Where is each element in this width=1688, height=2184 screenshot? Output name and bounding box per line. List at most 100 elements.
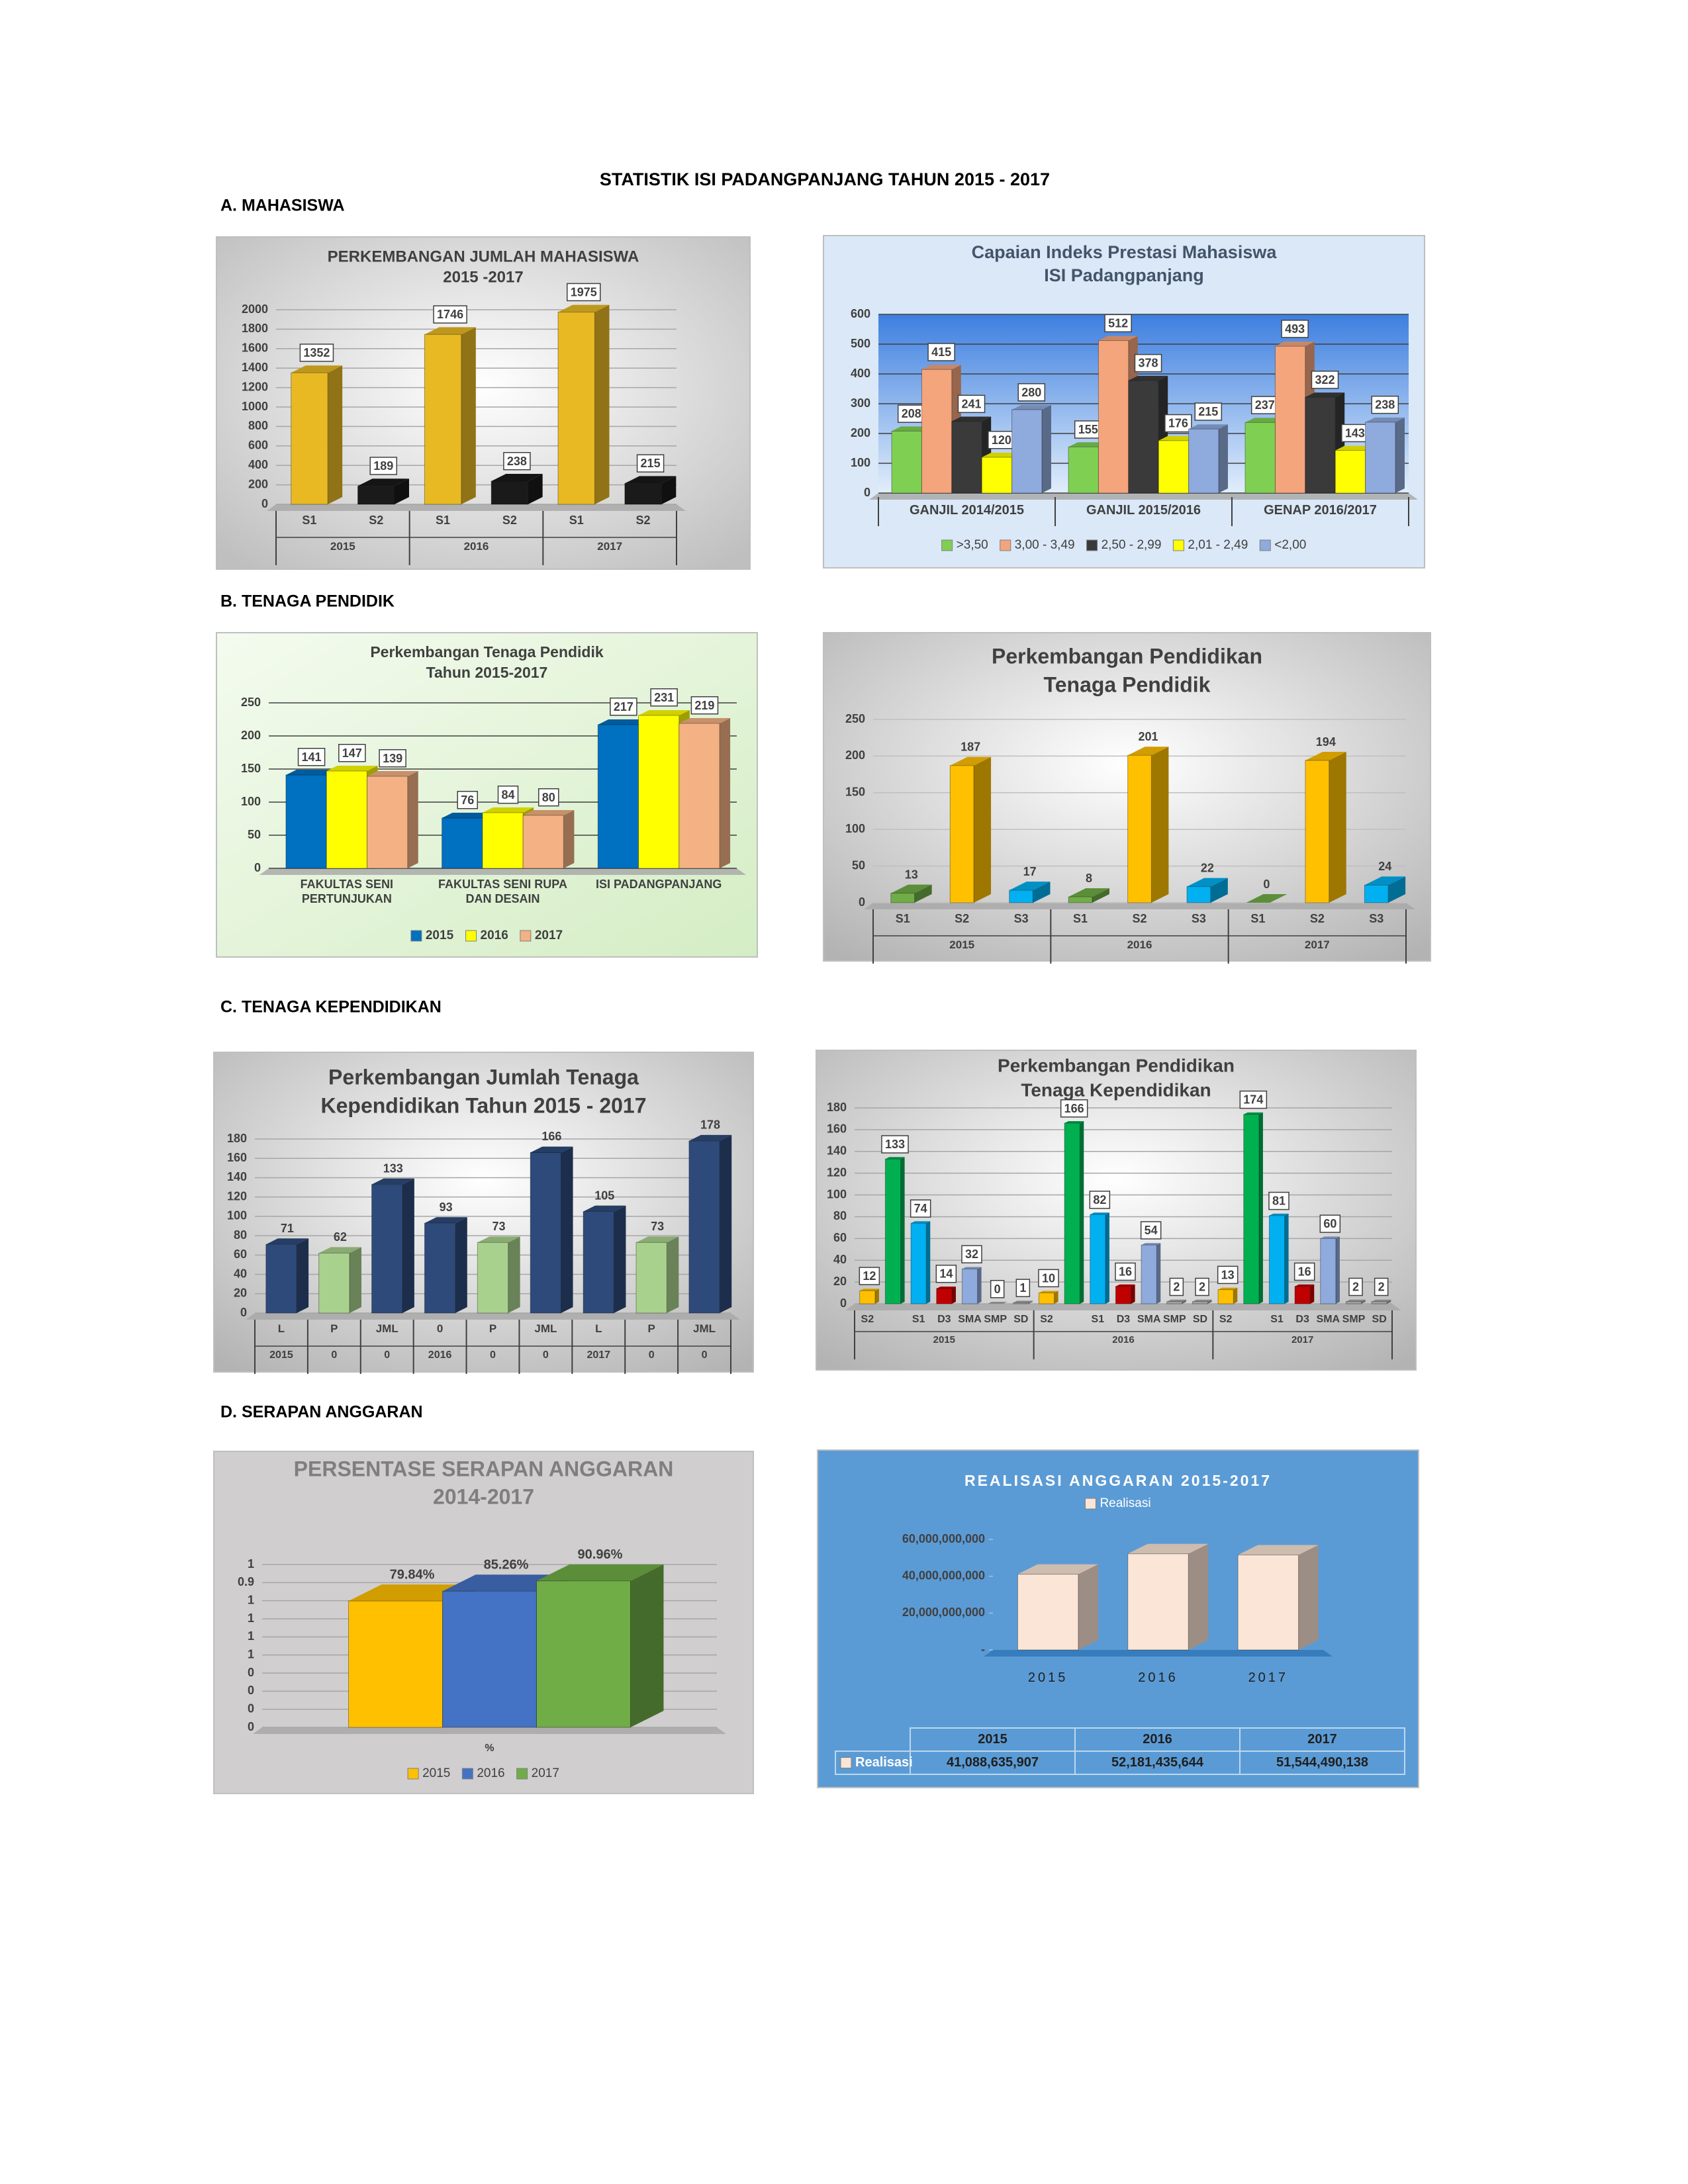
value-label: 322 [1315,373,1335,387]
x-tick-label-box: P [647,1322,655,1335]
value-label-box [859,1267,880,1285]
bar-side [1388,876,1406,903]
legend-swatch [1172,539,1184,551]
bar [1192,1301,1209,1304]
value-label-box [1195,1277,1209,1297]
y-tick-label: 0 [859,895,865,909]
group-label: 0 [701,1349,708,1361]
x-tick-label: S2 [1040,1314,1053,1325]
value-label: 71 [281,1222,294,1235]
x-tick-label-box: S3 [1014,912,1029,925]
x-tick-label-box: % [485,1743,494,1754]
y-tick-label: 0 [840,1297,847,1310]
bar [583,1211,614,1314]
bar [884,1158,902,1304]
bar-top [1098,336,1138,341]
y-tick-label: 1600 [242,341,268,355]
bar [961,1268,978,1304]
value-label-box [990,1280,1005,1298]
plot-floor [246,1313,740,1320]
bar [1115,1286,1132,1304]
value-label: 493 [1285,322,1305,336]
value-label: 82 [1093,1193,1106,1206]
x-tick-label: S1 [1091,1314,1105,1325]
legend-label: 2016 [477,1766,504,1780]
bar-top [962,1267,982,1269]
bar-top [890,884,932,893]
y-tick-label: 0.9 [238,1575,254,1588]
section-heading: A. MAHASISWA [220,197,345,215]
value-label: 238 [1375,398,1395,412]
bar-top [357,478,409,486]
bar-top [1188,424,1228,430]
bar-top [1011,405,1051,410]
bar-side [1210,878,1228,903]
bar-side [614,1205,626,1313]
x-tick-label: S1 [895,912,910,925]
x-tick-label: SMA [1316,1314,1340,1325]
chart-title: 2015 -2017 [443,268,523,286]
group-label: 0 [331,1349,338,1361]
bar-top [1243,1112,1263,1115]
x-tick-label-box: SMP [984,1314,1007,1325]
bar-top [859,1289,879,1291]
bar-side [1329,752,1346,903]
bar-top [988,1302,1008,1304]
bar-top [1068,888,1109,897]
x-tick-label-box: SMP [1342,1314,1366,1325]
value-label: 85.26% [484,1558,529,1572]
group-label: 2016 [1112,1334,1135,1345]
legend-swatch [840,1757,852,1768]
value-label: 133 [383,1161,403,1175]
value-label: 74 [914,1202,927,1215]
x-tick-label-box: S1 [895,912,910,925]
value-label-box [1164,414,1192,433]
legend-label: >3,50 [957,538,988,552]
group-label-box: 2017 [1305,938,1330,951]
x-tick-label-box: D3 [1295,1314,1309,1325]
y-tick-label: 600 [248,439,268,452]
y-tick-label: 100 [845,822,865,835]
bar-top [367,771,418,776]
value-label: 215 [1198,405,1218,418]
bar [1320,1238,1336,1304]
group-label: 2017 [1291,1334,1314,1345]
bar-top [285,770,338,775]
group-label: 0 [648,1349,655,1361]
value-label-box [457,791,478,809]
value-label: 1975 [571,285,597,298]
table-cell: 51,544,490,138 [1276,1755,1368,1770]
x-tick-label-box: S1 [436,514,450,527]
x-tick-label-box: SD [1372,1314,1387,1325]
value-label-box [1348,1277,1363,1297]
x-tick-label-box: S2 [1040,1314,1053,1325]
value-label: 12 [863,1269,876,1283]
bar [624,482,662,505]
bar [1158,440,1190,494]
x-tick-label: S1 [569,514,584,527]
x-tick-label-box: 2015 [1027,1670,1068,1685]
value-label: 133 [885,1138,905,1151]
value-label: 241 [961,397,981,410]
x-tick-label: 2015 [1027,1670,1068,1685]
y-tick-label: 1 [248,1557,254,1570]
chart-title: Tenaga Kependidikan [1021,1079,1211,1100]
y-tick-label: 200 [845,749,865,762]
x-tick-label: L [595,1322,602,1335]
plot-floor [845,1304,1401,1310]
chart-title: Tenaga Pendidik [1044,672,1211,696]
y-tick-label: 250 [845,712,865,725]
value-label-box [1134,353,1162,373]
value-label: 79.84% [390,1567,435,1582]
bar [522,815,564,869]
bar [1128,380,1159,494]
y-tick-label: 1 [248,1612,254,1625]
bar-side [594,304,610,504]
bar [326,770,367,869]
x-tick-label-box: FAKULTAS SENI PERTUNJUKAN [301,878,393,905]
bar-top [1187,878,1228,887]
bar [1243,1114,1260,1304]
value-label: 81 [1272,1195,1286,1208]
value-label-box [503,452,531,471]
